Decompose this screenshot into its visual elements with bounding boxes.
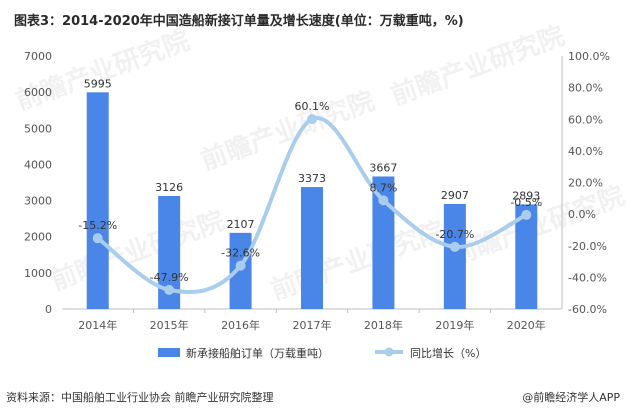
growth-point: [307, 114, 317, 125]
left-axis-tick: 2000: [24, 231, 52, 244]
x-axis-tick: 2017年: [293, 318, 332, 332]
bar-value-label: 2907: [441, 189, 469, 202]
left-axis-tick: 4000: [24, 158, 52, 171]
left-axis-tick: 7000: [24, 50, 52, 63]
left-axis-tick: 3000: [24, 195, 52, 208]
page-title: 图表3：2014-2020年中国造船新接订单量及增长速度(单位：万载重吨，%): [14, 14, 464, 29]
bar: [301, 187, 323, 309]
left-axis-tick: 0: [45, 303, 52, 316]
right-axis-tick: -20.0%: [568, 240, 607, 253]
growth-point: [235, 260, 246, 271]
bar: [443, 203, 466, 309]
x-axis-tick: 2020年: [507, 318, 546, 332]
growth-point: [521, 209, 532, 220]
bar-value-label: 3126: [155, 181, 183, 194]
growth-value-label: -32.6%: [221, 247, 260, 260]
left-axis-tick: 6000: [24, 86, 52, 99]
x-axis-tick: 2015年: [150, 318, 189, 332]
bar-value-label: 3667: [369, 161, 397, 174]
x-axis-tick: 2018年: [364, 318, 403, 332]
data-labels: 5995 3126 2107 3373 3667 2907 2893 -15.2% -47.9%…: [78, 77, 542, 284]
bar: [515, 204, 538, 309]
growth-value-label: -47.9%: [150, 271, 189, 284]
bar-value-label: 3373: [298, 172, 326, 185]
line-series: [92, 114, 532, 295]
source-note: 资料来源：中国船舶工业行业协会 前瞻产业研究院整理: [6, 391, 274, 404]
right-axis-tick: 0.0%: [568, 208, 596, 221]
watermark-text: 前瞻产业研究院: [267, 215, 449, 306]
watermark-text: 前瞻产业研究院: [197, 85, 379, 176]
right-axis-tick: -40.0%: [568, 271, 607, 284]
growth-point: [164, 284, 175, 295]
watermark-text: 前瞻产业研究院: [387, 20, 569, 111]
brand-credit: @前瞻经济学人APP: [522, 391, 620, 404]
bar-series: [86, 92, 538, 309]
x-axis-tick: 2016年: [221, 318, 260, 332]
bar-value-label: 5995: [84, 77, 112, 90]
left-axis-tick: 5000: [24, 122, 52, 135]
legend-line-marker: [384, 347, 394, 357]
growth-point: [378, 195, 389, 206]
left-axis-tick: 1000: [24, 267, 52, 280]
bar: [158, 196, 181, 309]
watermark-text: 前瞻产业研究院: [47, 205, 229, 296]
growth-value-label: 8.7%: [369, 181, 397, 194]
right-axis-tick: 60.0%: [568, 113, 603, 126]
bar-value-label: 2107: [227, 218, 255, 231]
growth-value-label: 60.1%: [295, 100, 330, 113]
growth-value-label: -20.7%: [435, 228, 474, 241]
legend: 新承接船舶订单（万载重吨） 同比增长（%）: [158, 346, 486, 360]
bar: [86, 92, 109, 309]
growth-value-label: -15.2%: [78, 219, 117, 232]
x-axis-tick: 2014年: [78, 318, 117, 332]
growth-point: [449, 241, 460, 252]
growth-point: [92, 233, 103, 244]
right-axis-tick: 100.0%: [568, 50, 610, 63]
bar: [372, 176, 395, 309]
growth-value-label: -0.5%: [510, 196, 542, 209]
legend-line-label: 同比增长（%）: [410, 346, 486, 360]
x-axis-tick: 2019年: [435, 318, 474, 332]
right-axis-tick: 40.0%: [568, 145, 603, 158]
right-axis-tick: 20.0%: [568, 177, 603, 190]
right-axis-tick: -60.0%: [568, 303, 607, 316]
bar-value-label: 2893: [512, 189, 540, 202]
bar: [229, 232, 252, 309]
legend-bar-label: 新承接船舶订单（万载重吨）: [186, 346, 329, 360]
right-axis-tick: 80.0%: [568, 82, 603, 95]
legend-bar-swatch: [158, 348, 180, 357]
axes: 0 1000 2000 3000 4000 5000 6000 7000 -60.0% -40.0…: [24, 50, 610, 332]
